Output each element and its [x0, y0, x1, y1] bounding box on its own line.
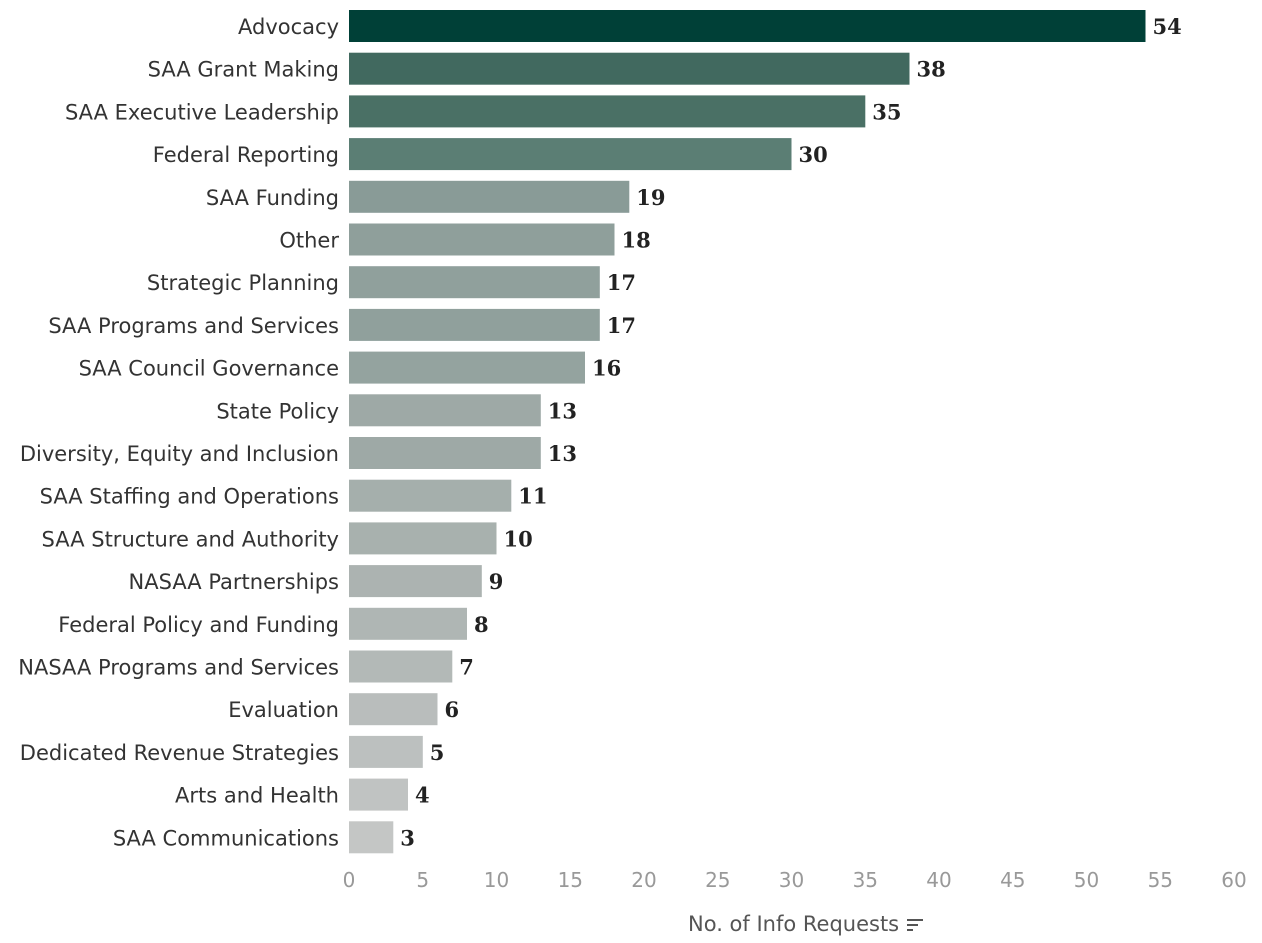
bar-saa-council-governance[interactable]: [349, 351, 585, 384]
bar-saa-grant-making[interactable]: [349, 52, 910, 85]
value-label-saa-structure-and-authority: 10: [504, 526, 533, 551]
value-label-nasaa-programs-and-services: 7: [459, 655, 474, 680]
category-label-nasaa-partnerships: NASAA Partnerships: [129, 570, 339, 594]
value-label-state-policy: 13: [548, 398, 577, 423]
value-label-saa-communications: 3: [400, 825, 415, 850]
value-label-advocacy: 54: [1153, 14, 1182, 39]
category-label-evaluation: Evaluation: [228, 698, 339, 722]
category-label-strategic-planning: Strategic Planning: [147, 271, 339, 295]
category-label-federal-policy-and-funding: Federal Policy and Funding: [58, 613, 339, 637]
x-axis-ticks-group: 0 5 10 15 20 25 30 35 40 45 50 55 60: [343, 868, 1247, 892]
x-tick-label-30: 30: [779, 868, 804, 892]
bar-evaluation[interactable]: [349, 693, 438, 726]
category-labels-group: Advocacy SAA Grant Making SAA Executive Le…: [18, 15, 339, 850]
bar-strategic-planning[interactable]: [349, 266, 600, 299]
category-label-arts-and-health: Arts and Health: [175, 784, 339, 808]
category-label-state-policy: State Policy: [216, 399, 339, 423]
bar-saa-programs-and-services[interactable]: [349, 308, 600, 341]
bar-saa-staffing-and-operations[interactable]: [349, 479, 512, 512]
bar-federal-reporting[interactable]: [349, 138, 792, 171]
bar-other[interactable]: [349, 223, 615, 256]
x-tick-label-25: 25: [705, 868, 730, 892]
x-tick-label-50: 50: [1074, 868, 1099, 892]
bar-nasaa-partnerships[interactable]: [349, 565, 482, 598]
value-label-saa-funding: 19: [636, 185, 665, 210]
x-tick-label-35: 35: [853, 868, 878, 892]
bar-state-policy[interactable]: [349, 394, 541, 427]
category-label-saa-funding: SAA Funding: [206, 186, 339, 210]
x-tick-label-0: 0: [343, 868, 356, 892]
category-label-saa-executive-leadership: SAA Executive Leadership: [65, 100, 339, 124]
value-label-other: 18: [622, 228, 651, 253]
category-label-federal-reporting: Federal Reporting: [153, 143, 339, 167]
category-label-other: Other: [279, 229, 339, 253]
value-label-federal-reporting: 30: [799, 142, 828, 167]
x-tick-label-10: 10: [484, 868, 509, 892]
bar-arts-and-health[interactable]: [349, 778, 408, 811]
x-tick-label-5: 5: [416, 868, 429, 892]
x-tick-label-45: 45: [1000, 868, 1025, 892]
bar-advocacy[interactable]: [349, 10, 1146, 42]
category-label-diversity-equity-and-inclusion: Diversity, Equity and Inclusion: [20, 442, 339, 466]
x-tick-label-60: 60: [1221, 868, 1246, 892]
bar-nasaa-programs-and-services[interactable]: [349, 650, 453, 683]
value-label-evaluation: 6: [445, 697, 460, 722]
bar-federal-policy-and-funding[interactable]: [349, 607, 467, 640]
value-label-saa-programs-and-services: 17: [607, 313, 636, 338]
x-axis-title-text: No. of Info Requests: [688, 912, 900, 936]
x-tick-label-40: 40: [926, 868, 951, 892]
category-label-saa-grant-making: SAA Grant Making: [148, 58, 339, 82]
value-label-strategic-planning: 17: [607, 270, 636, 295]
category-label-saa-staffing-and-operations: SAA Staffing and Operations: [40, 485, 339, 509]
bar-saa-communications[interactable]: [349, 821, 394, 854]
category-label-nasaa-programs-and-services: NASAA Programs and Services: [18, 656, 339, 680]
category-label-saa-programs-and-services: SAA Programs and Services: [48, 314, 339, 338]
category-label-saa-structure-and-authority: SAA Structure and Authority: [42, 527, 339, 551]
category-label-advocacy: Advocacy: [238, 15, 339, 39]
x-axis-title: No. of Info Requests: [688, 912, 924, 936]
bars-group: [349, 10, 1146, 854]
value-label-saa-executive-leadership: 35: [872, 99, 901, 124]
x-tick-label-15: 15: [558, 868, 583, 892]
x-tick-label-55: 55: [1148, 868, 1173, 892]
value-label-federal-policy-and-funding: 8: [474, 612, 489, 637]
x-tick-label-20: 20: [631, 868, 656, 892]
value-label-saa-staffing-and-operations: 11: [518, 484, 547, 509]
value-label-dedicated-revenue-strategies: 5: [430, 740, 445, 765]
category-label-dedicated-revenue-strategies: Dedicated Revenue Strategies: [20, 741, 339, 765]
value-label-arts-and-health: 4: [415, 783, 430, 808]
sort-descending-icon[interactable]: [907, 918, 924, 932]
bar-saa-structure-and-authority[interactable]: [349, 522, 497, 555]
value-label-nasaa-partnerships: 9: [489, 569, 504, 594]
bar-saa-executive-leadership[interactable]: [349, 95, 866, 128]
category-label-saa-council-governance: SAA Council Governance: [79, 357, 339, 381]
category-label-saa-communications: SAA Communications: [113, 826, 339, 850]
value-label-saa-council-governance: 16: [592, 356, 621, 381]
bar-saa-funding[interactable]: [349, 180, 630, 213]
bar-dedicated-revenue-strategies[interactable]: [349, 735, 423, 768]
bar-diversity-equity-and-inclusion[interactable]: [349, 437, 541, 469]
value-label-diversity-equity-and-inclusion: 13: [548, 441, 577, 466]
value-label-saa-grant-making: 38: [917, 57, 946, 82]
